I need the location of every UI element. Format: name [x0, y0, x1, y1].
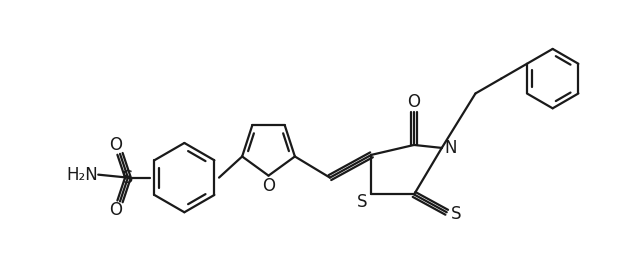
Text: S: S	[357, 193, 368, 211]
Text: O: O	[109, 136, 122, 154]
Text: H₂N: H₂N	[67, 166, 99, 184]
Text: N: N	[444, 139, 457, 157]
Text: S: S	[122, 169, 134, 187]
Text: S: S	[451, 205, 461, 223]
Text: O: O	[109, 201, 122, 219]
Text: O: O	[262, 177, 275, 194]
Text: O: O	[408, 93, 420, 111]
